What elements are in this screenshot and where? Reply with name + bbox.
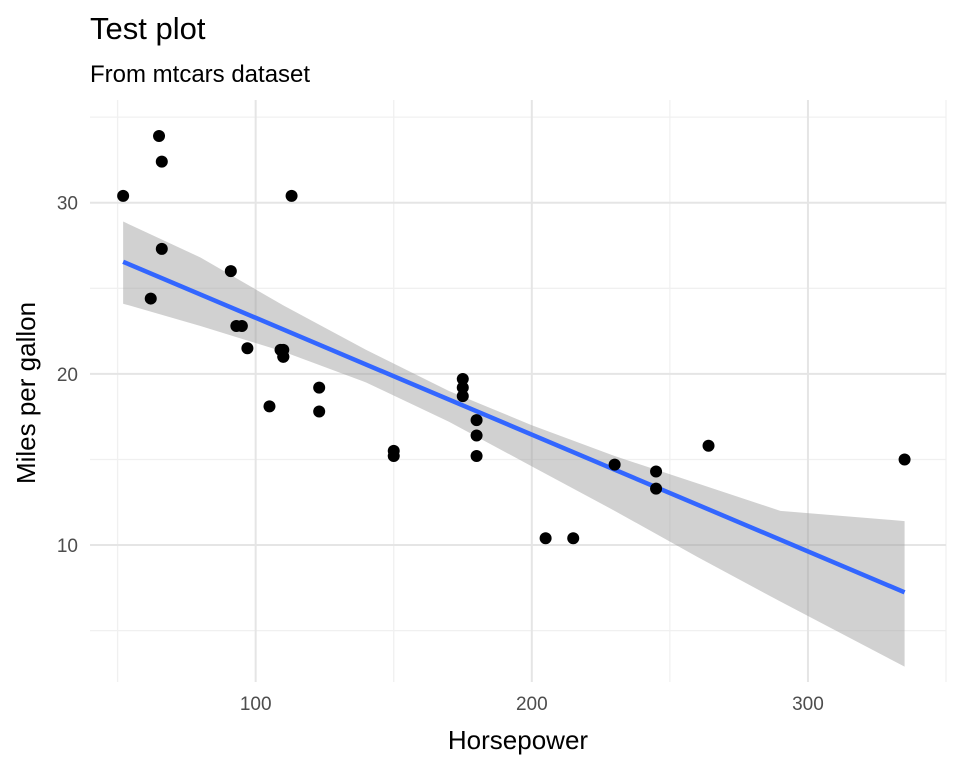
tick-labels: 100 200 300 10 20 30 (57, 194, 824, 715)
data-point (608, 458, 621, 471)
data-point (539, 532, 552, 545)
y-axis-title: Miles per gallon (11, 302, 41, 484)
regression-line (122, 259, 906, 595)
x-axis-title: Horsepower (448, 725, 589, 755)
data-point (650, 465, 663, 478)
data-point (241, 342, 254, 355)
data-point (456, 390, 469, 403)
data-point (387, 450, 400, 463)
points-layer (117, 129, 911, 545)
fit-line-layer (122, 259, 906, 595)
major-gridlines (90, 100, 946, 682)
data-point (650, 482, 663, 495)
data-point (263, 400, 276, 413)
x-tick-label: 200 (516, 694, 548, 715)
data-point (313, 405, 326, 418)
confidence-band-layer (123, 221, 905, 667)
data-point (470, 429, 483, 442)
data-point (153, 129, 166, 142)
data-point (117, 189, 130, 202)
confidence-band (123, 221, 905, 667)
data-point (702, 439, 715, 452)
data-point (274, 343, 287, 356)
y-tick-label: 10 (57, 536, 78, 557)
x-tick-label: 300 (792, 694, 824, 715)
y-tick-label: 30 (57, 194, 78, 215)
data-point (456, 373, 469, 386)
data-point (155, 155, 168, 168)
data-point (313, 381, 326, 394)
data-point (456, 381, 469, 394)
y-tick-label: 20 (57, 365, 78, 386)
data-point (155, 242, 168, 255)
data-point (285, 189, 298, 202)
data-point (235, 319, 248, 332)
data-point (144, 292, 157, 305)
x-tick-label: 100 (240, 694, 272, 715)
data-point (470, 450, 483, 463)
minor-gridlines (90, 100, 947, 682)
chart-subtitle: From mtcars dataset (90, 61, 310, 88)
data-point (898, 453, 911, 466)
data-point (224, 265, 237, 278)
chart-title: Test plot (90, 11, 206, 46)
data-point (470, 414, 483, 427)
data-point (567, 532, 580, 545)
